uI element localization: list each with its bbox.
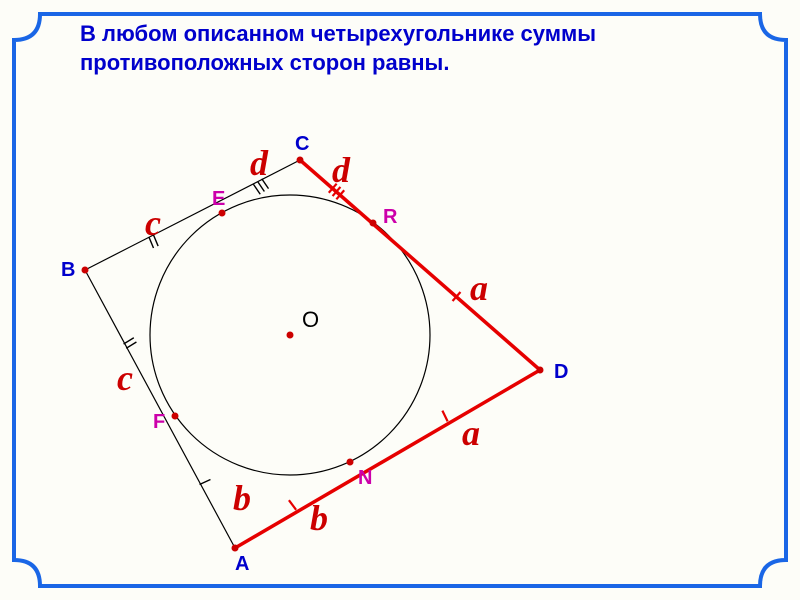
segment-label-0: d [250, 143, 269, 183]
segment-label-7: b [310, 498, 328, 538]
vertex-label-A: A [235, 553, 249, 575]
center-label: O [302, 307, 319, 332]
tangent-label-R: R [383, 206, 398, 228]
tangent-label-E: E [212, 188, 225, 210]
segment-label-6: b [233, 478, 251, 518]
segment-label-2: c [145, 203, 161, 243]
theorem-title: В любом описанном четырехугольнике суммы… [80, 20, 720, 77]
diagram-canvas: A B C D E R N F Od d c c a a b b [0, 0, 800, 600]
vertex-label-C: C [295, 133, 309, 155]
vertex-label-D: D [554, 361, 568, 383]
segment-label-1: d [332, 150, 351, 190]
segment-label-3: c [117, 358, 133, 398]
segment-label-5: a [462, 413, 480, 453]
segment-label-4: a [470, 268, 488, 308]
side-AB [85, 270, 235, 548]
labels: A B C D E R N F Od d c c a a b b [61, 133, 568, 575]
tick-marks [124, 179, 461, 510]
side-DA [235, 370, 540, 548]
tangent-label-F: F [153, 411, 165, 433]
page-frame [14, 14, 786, 586]
tangent-label-N: N [358, 467, 372, 489]
vertex-label-B: B [61, 259, 75, 281]
